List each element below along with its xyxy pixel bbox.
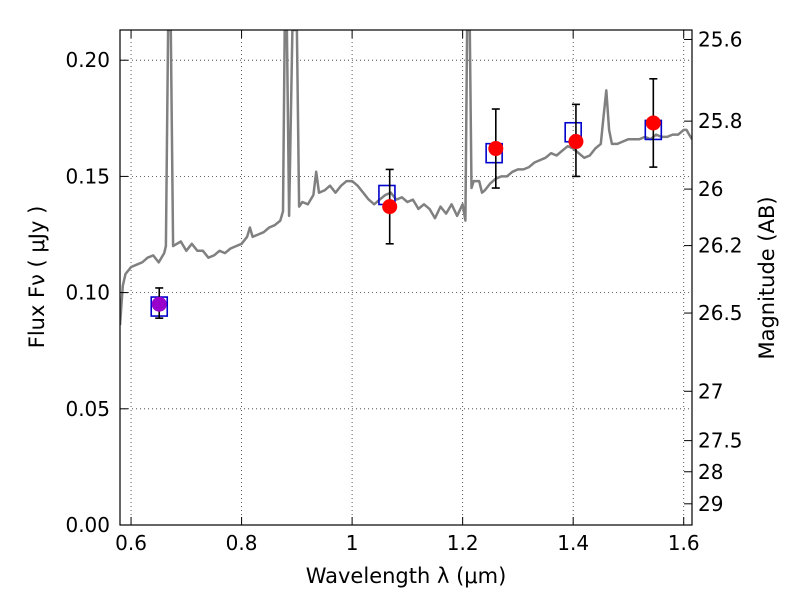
y-tick-label: 0.10 — [65, 281, 110, 305]
mag-tick-label: 26.2 — [698, 234, 743, 258]
x-axis-label: Wavelength λ (μm) — [306, 564, 507, 588]
mag-tick-label: 26 — [698, 177, 723, 201]
mag-tick-label: 27.5 — [698, 429, 743, 453]
y-tick-label: 0.00 — [65, 513, 110, 537]
data-point — [645, 115, 661, 131]
data-point — [151, 296, 167, 312]
mag-tick-label: 26.5 — [698, 301, 743, 325]
mag-tick-label: 25.6 — [698, 27, 743, 51]
mag-tick-label: 27 — [698, 379, 723, 403]
spectrum-line — [120, 30, 692, 326]
y-axis-right-label: Magnitude (AB) — [755, 196, 779, 359]
plot-frame — [119, 29, 693, 526]
data-point — [488, 141, 504, 157]
data-point — [568, 134, 584, 150]
tick-layer: 0.6 0.8 1 1.2 1.4 1.6 0.00 0.05 0.10 0.15 0.20 25.6… — [65, 27, 742, 555]
x-tick-label: 1 — [346, 531, 359, 555]
mag-tick-label: 28 — [698, 460, 723, 484]
y-axis-label: Flux Fν ( μJy ) — [25, 206, 49, 349]
y-tick-label: 0.15 — [65, 164, 110, 188]
y-tick-label: 0.20 — [65, 48, 110, 72]
x-tick-label: 0.6 — [115, 531, 147, 555]
x-tick-label: 1.4 — [557, 531, 589, 555]
x-tick-label: 1.6 — [668, 531, 700, 555]
mag-tick-label: 29 — [698, 492, 723, 516]
mag-tick-label: 25.8 — [698, 109, 743, 133]
x-tick-label: 0.8 — [226, 531, 258, 555]
data-point — [382, 199, 398, 215]
x-tick-label: 1.2 — [447, 531, 479, 555]
data-layer — [120, 30, 692, 326]
y-tick-label: 0.05 — [65, 397, 110, 421]
